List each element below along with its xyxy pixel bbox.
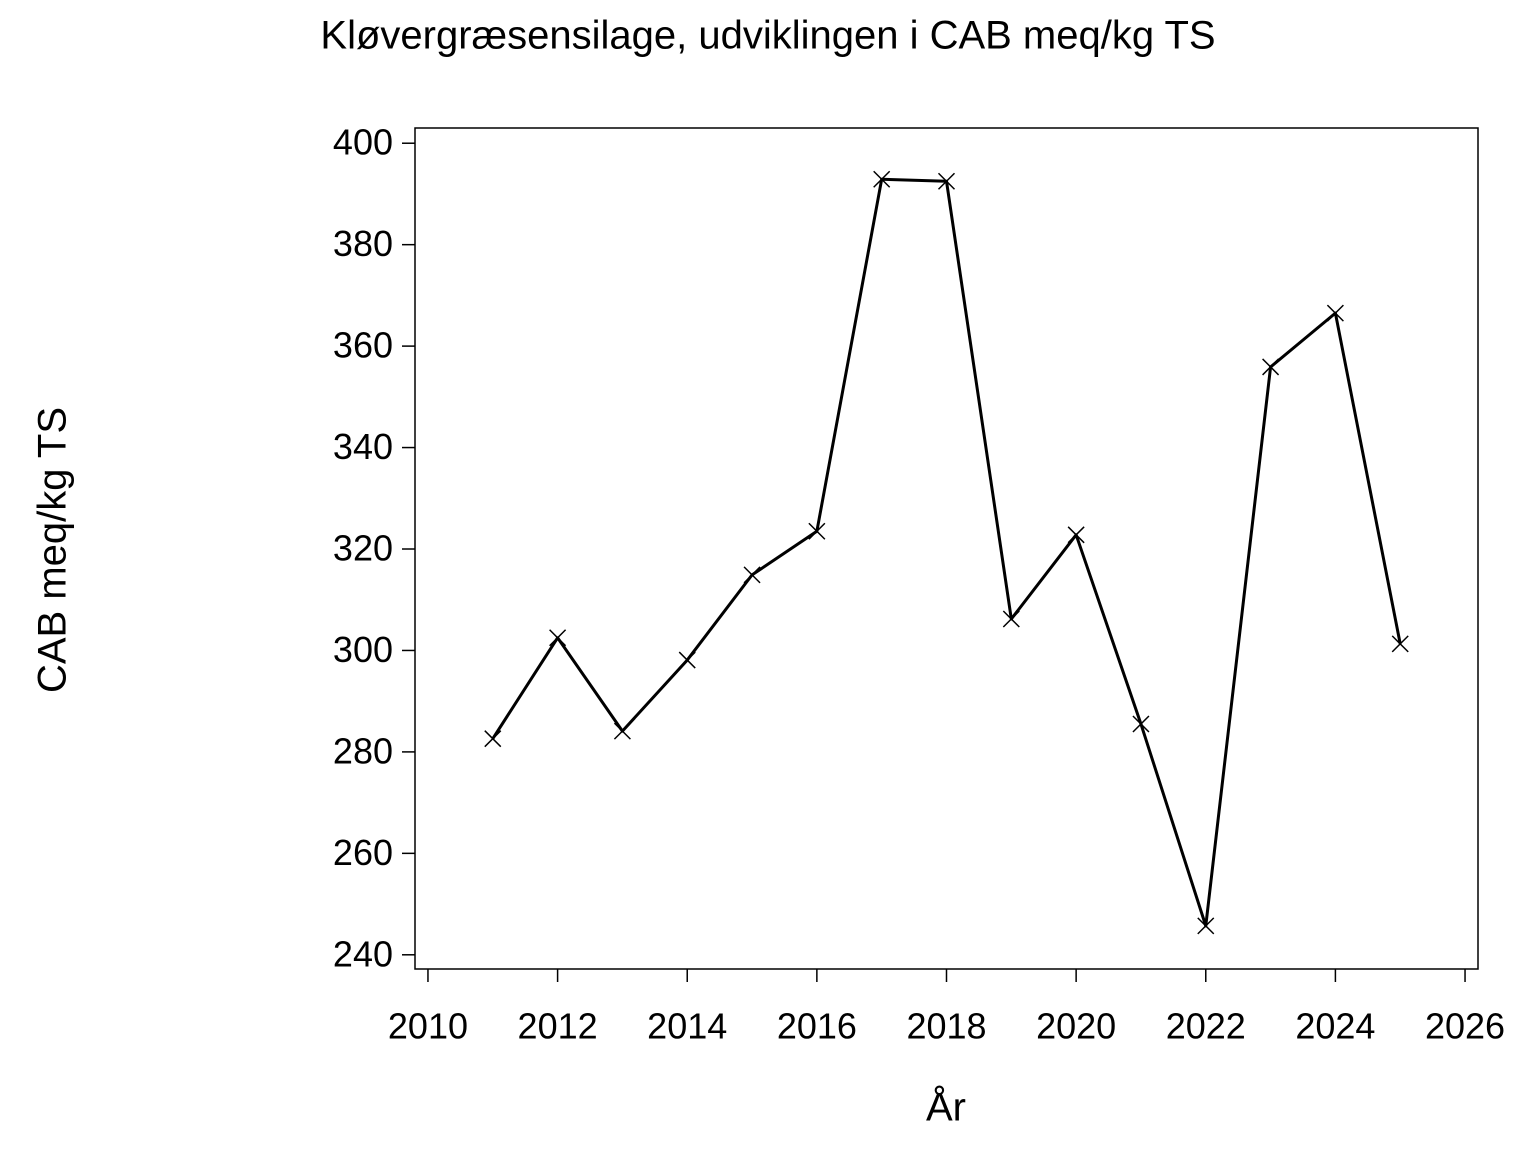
marker: [484, 730, 502, 748]
y-tick-label: 300: [333, 629, 393, 670]
marker: [873, 170, 891, 188]
marker: [549, 629, 567, 647]
y-tick-label: 280: [333, 730, 393, 771]
y-tick-label: 340: [333, 426, 393, 467]
x-tick-label: 2020: [1036, 1006, 1116, 1047]
marker: [808, 522, 826, 540]
marker: [1132, 715, 1150, 733]
marker: [1326, 304, 1344, 322]
y-tick-label: 260: [333, 832, 393, 873]
y-tick-label: 400: [333, 122, 393, 163]
marker: [937, 172, 956, 190]
x-tick-label: 2014: [647, 1006, 727, 1047]
x-tick-label: 2022: [1166, 1006, 1246, 1047]
marker: [1197, 917, 1215, 935]
x-tick-label: 2012: [518, 1006, 598, 1047]
marker: [613, 722, 631, 740]
x-tick-label: 2010: [388, 1006, 468, 1047]
data-line: [491, 177, 1402, 928]
y-tick-label: 380: [333, 223, 393, 264]
marker: [1067, 526, 1085, 544]
y-tick-label: 360: [333, 325, 393, 366]
marker: [1391, 635, 1409, 653]
y-tick-label: 320: [333, 528, 393, 569]
x-tick-label: 2016: [777, 1006, 857, 1047]
y-tick-label: 240: [333, 933, 393, 974]
marker: [1262, 358, 1280, 376]
y-axis-label: CAB meq/kg TS: [31, 407, 75, 693]
marker: [1002, 610, 1020, 628]
x-axis-label: År: [926, 1085, 966, 1130]
x-tick-label: 2018: [906, 1006, 986, 1047]
x-tick-label: 2026: [1425, 1006, 1505, 1047]
marker: [743, 566, 761, 584]
x-tick-label: 2024: [1295, 1006, 1375, 1047]
marker: [678, 651, 696, 669]
plot-frame: [414, 127, 1479, 970]
chart-title: Kløvergræsensilage, udviklingen i CAB me…: [320, 14, 1215, 58]
